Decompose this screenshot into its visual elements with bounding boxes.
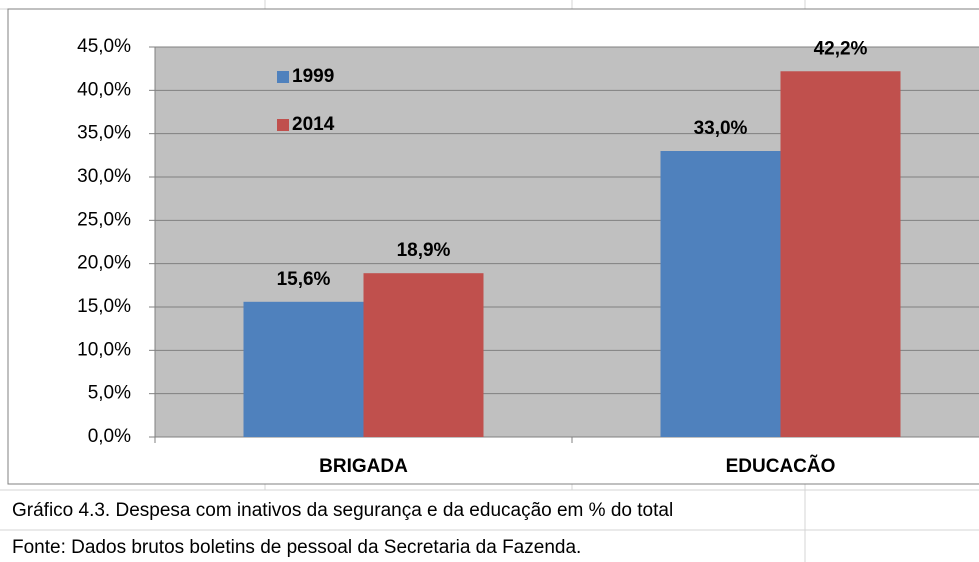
x-tick-label: EDUCACÃO bbox=[726, 455, 836, 477]
y-tick-label: 20,0% bbox=[77, 253, 131, 274]
bar bbox=[363, 273, 484, 437]
value-label: 42,2% bbox=[814, 38, 868, 59]
y-tick-label: 15,0% bbox=[77, 296, 131, 317]
y-tick-label: 0,0% bbox=[88, 426, 131, 447]
source: Fonte: Dados brutos boletins de pessoal … bbox=[12, 537, 581, 558]
value-label: 15,6% bbox=[277, 269, 331, 290]
y-tick-label: 45,0% bbox=[77, 36, 131, 57]
y-tick-label: 5,0% bbox=[88, 383, 131, 404]
legend-swatch bbox=[277, 119, 289, 131]
caption: Gráfico 4.3. Despesa com inativos da seg… bbox=[12, 500, 673, 521]
bar bbox=[243, 301, 364, 437]
value-label: 18,9% bbox=[397, 240, 451, 261]
bar bbox=[780, 71, 901, 438]
legend-swatch bbox=[277, 71, 289, 83]
legend-label: 2014 bbox=[292, 114, 335, 135]
bar bbox=[660, 151, 781, 437]
y-tick-label: 40,0% bbox=[77, 79, 131, 100]
y-tick-label: 30,0% bbox=[77, 166, 131, 187]
legend-label: 1999 bbox=[292, 66, 334, 87]
y-tick-label: 35,0% bbox=[77, 123, 131, 144]
y-tick-label: 25,0% bbox=[77, 209, 131, 230]
x-tick-label: BRIGADA bbox=[319, 456, 408, 477]
value-label: 33,0% bbox=[694, 118, 748, 139]
y-tick-label: 10,0% bbox=[77, 339, 131, 360]
